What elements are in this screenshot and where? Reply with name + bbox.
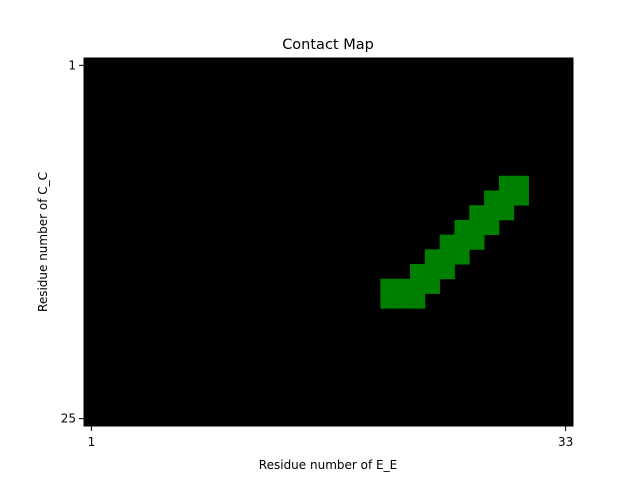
contact-cell [439, 264, 455, 280]
contact-cell [498, 190, 515, 206]
contact-cell [424, 249, 441, 265]
plot-frame [83, 57, 574, 427]
contact-cell [380, 278, 396, 294]
contact-cell [439, 234, 455, 250]
contact-cell [424, 264, 441, 280]
contact-cell [454, 234, 470, 250]
contact-cell [395, 293, 411, 309]
contact-cell [484, 190, 500, 206]
chart-title: Contact Map [282, 37, 374, 53]
axis-ticks: 1 33 1 25 [61, 58, 574, 449]
contact-cell [469, 234, 485, 250]
contact-cell [484, 205, 500, 221]
contact-cells [380, 175, 529, 309]
contact-cell [484, 219, 500, 236]
contact-cell [410, 264, 426, 280]
y-axis-label: Residue number of C_C [36, 172, 50, 312]
contact-cell [498, 175, 515, 191]
x-tick-label: 1 [88, 435, 96, 449]
contact-cell [513, 175, 529, 191]
y-tick-label: 1 [68, 58, 76, 72]
contact-cell [380, 293, 396, 309]
y-tick-label: 25 [61, 412, 76, 426]
contact-cell [410, 278, 426, 294]
contact-cell [454, 249, 470, 265]
contact-cell [395, 278, 411, 294]
x-axis-label: Residue number of E_E [259, 458, 397, 472]
plot-area [84, 58, 573, 426]
contact-cell [439, 249, 455, 265]
contact-cell [498, 205, 515, 221]
contact-cell [469, 205, 485, 221]
contact-cell [454, 219, 470, 236]
contact-cell [410, 293, 426, 309]
contact-cell [424, 278, 441, 294]
contact-cell [513, 190, 529, 206]
x-tick-label: 33 [558, 435, 573, 449]
contact-cell [469, 219, 485, 236]
